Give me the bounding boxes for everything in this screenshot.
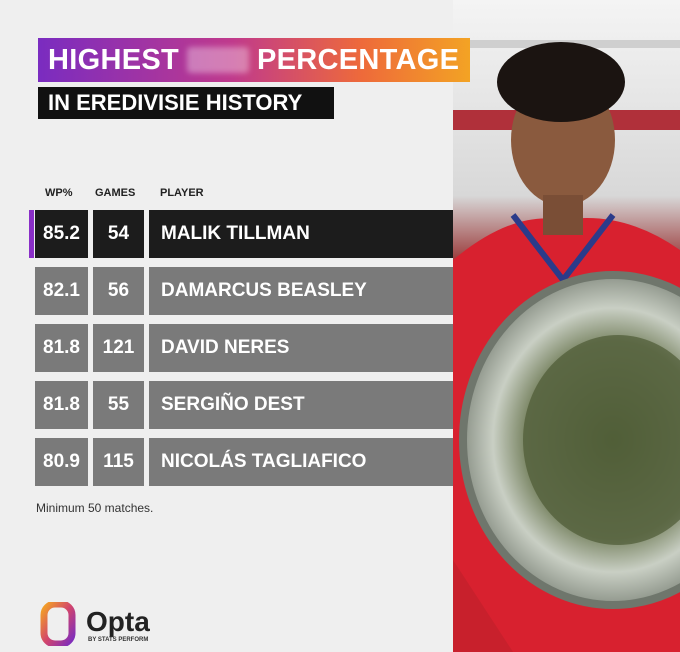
footnote: Minimum 50 matches.: [36, 501, 154, 515]
number-cell: 80.9: [35, 438, 88, 486]
logo-mark: [40, 602, 76, 646]
blurred-word: [187, 47, 249, 73]
title-banner: HIGHEST PERCENTAGE: [38, 38, 470, 82]
number-cell: 55: [93, 381, 144, 429]
title-start: HIGHEST: [48, 43, 179, 76]
column-header: PLAYER: [160, 187, 204, 199]
number-cell: 81.8: [35, 381, 88, 429]
number-cell: 121: [93, 324, 144, 372]
column-header: GAMES: [95, 187, 136, 199]
logo-tagline: BY STATS PERFORM: [88, 637, 149, 643]
subtitle-text: IN EREDIVISIE HISTORY: [48, 90, 303, 115]
logo-name: Opta: [86, 606, 150, 637]
number-cell: 54: [93, 210, 144, 258]
player-cell: NICOLÁS TAGLIAFICO: [149, 438, 453, 486]
number-cell: 56: [93, 267, 144, 315]
number-cell: 85.2: [35, 210, 88, 258]
title-end: PERCENTAGE: [257, 43, 460, 76]
player-cell: DAVID NERES: [149, 324, 453, 372]
highlight-bar: [29, 210, 34, 258]
column-header: WP%: [45, 187, 73, 199]
photo: [453, 0, 680, 652]
subtitle: IN EREDIVISIE HISTORY: [38, 87, 334, 119]
player-cell: DAMARCUS BEASLEY: [149, 267, 453, 315]
player-cell: SERGIÑO DEST: [149, 381, 453, 429]
number-cell: 81.8: [35, 324, 88, 372]
player-cell: MALIK TILLMAN: [149, 210, 453, 258]
number-cell: 115: [93, 438, 144, 486]
number-cell: 82.1: [35, 267, 88, 315]
